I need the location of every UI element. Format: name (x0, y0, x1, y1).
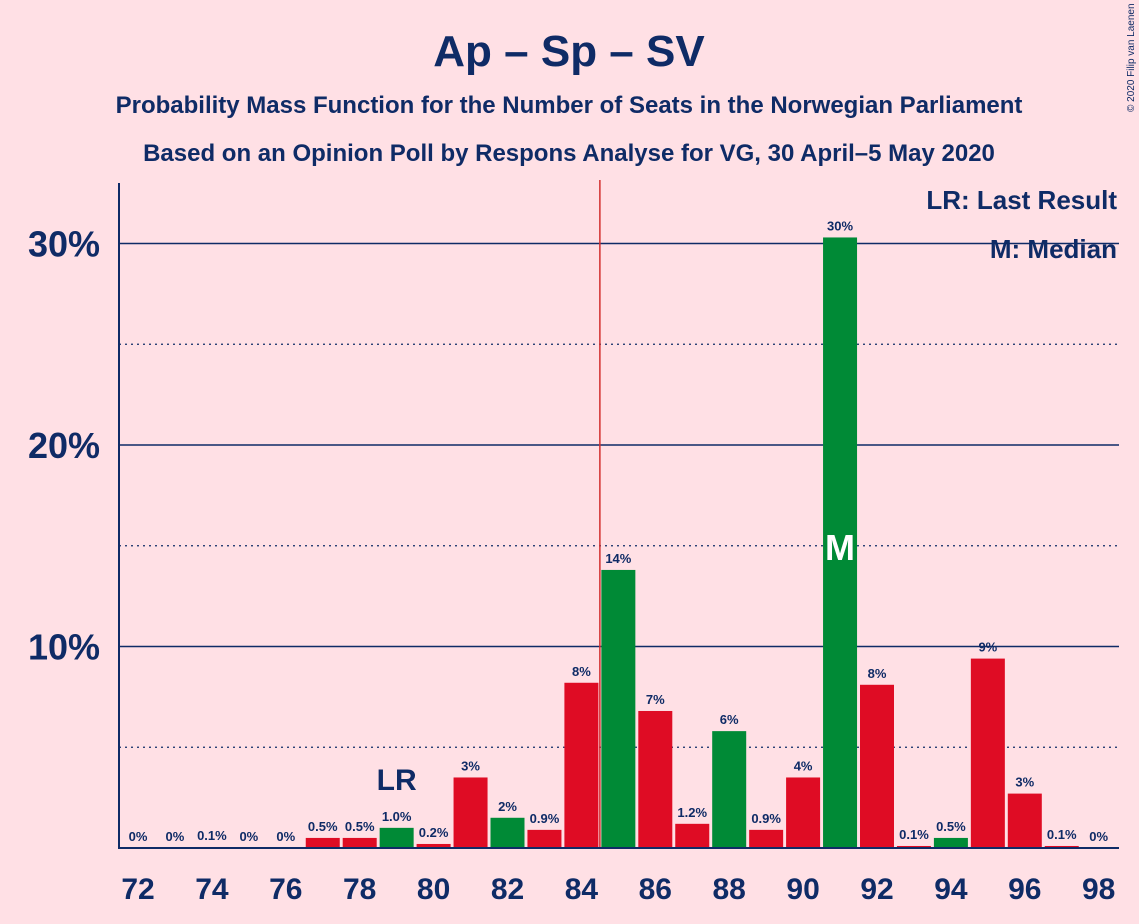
bar-seat-95 (970, 658, 1005, 848)
data-label-seat-92: 8% (868, 666, 887, 681)
data-label-seat-72: 0% (129, 829, 148, 844)
copyright-notice: © 2020 Filip van Laenen (1126, 3, 1137, 112)
bar-seat-92 (860, 684, 894, 848)
x-tick-label: 92 (860, 873, 893, 906)
bar-seat-90 (786, 777, 821, 848)
bar-seat-84 (564, 682, 599, 848)
bar-seat-91 (823, 237, 858, 848)
bar-seat-79 (379, 827, 414, 848)
data-label-seat-89: 0.9% (751, 811, 781, 826)
bar-seat-89 (749, 829, 784, 848)
bar-seat-96 (1007, 793, 1042, 848)
chart-subtitle-1: Probability Mass Function for the Number… (116, 92, 1023, 119)
data-label-seat-77: 0.5% (308, 819, 338, 834)
data-label-seat-98: 0% (1089, 829, 1108, 844)
bar-seat-80 (416, 843, 451, 848)
chart-subtitle-2: Based on an Opinion Poll by Respons Anal… (143, 140, 995, 167)
x-tick-label: 80 (417, 873, 450, 906)
x-tick-label: 84 (565, 873, 599, 906)
data-label-seat-86: 7% (646, 692, 665, 707)
bar-seat-82 (490, 817, 525, 848)
y-tick-label: 30% (28, 224, 100, 265)
bar-seat-81 (453, 777, 488, 848)
data-labels: 0% 0% 0.1% 0% 0% 0.5% 0.5% 1.0% 0.2% 3% 2% 0.9% 8% 14… (129, 218, 1109, 844)
data-label-seat-73: 0% (166, 829, 185, 844)
bar-seat-83 (527, 829, 562, 848)
bar-seat-85 (601, 569, 636, 848)
x-tick-label: 74 (195, 873, 229, 906)
data-label-seat-87: 1.2% (677, 805, 707, 820)
chart-title: Ap – Sp – SV (433, 27, 705, 76)
x-tick-label: 90 (786, 873, 819, 906)
legend-median: M: Median (990, 234, 1117, 264)
x-tick-label: 82 (491, 873, 524, 906)
data-label-seat-82: 2% (498, 799, 517, 814)
bars (194, 237, 1079, 848)
data-label-seat-95: 9% (978, 640, 997, 655)
data-label-seat-97: 0.1% (1047, 827, 1077, 842)
data-label-seat-80: 0.2% (419, 825, 449, 840)
data-label-seat-83: 0.9% (530, 811, 560, 826)
data-label-seat-81: 3% (461, 758, 480, 773)
x-tick-label: 94 (934, 873, 968, 906)
median-marker: M (825, 527, 855, 568)
bar-seat-78 (342, 837, 377, 848)
x-tick-label: 96 (1008, 873, 1041, 906)
data-label-seat-79: 1.0% (382, 809, 412, 824)
x-tick-label: 72 (121, 873, 154, 906)
data-label-seat-75: 0% (239, 829, 258, 844)
x-tick-label: 88 (713, 873, 746, 906)
x-tick-label: 98 (1082, 873, 1115, 906)
data-label-seat-91: 30% (827, 218, 853, 233)
bar-seat-86 (638, 710, 673, 848)
last-result-marker: LR (377, 764, 417, 797)
legend-last-result: LR: Last Result (926, 185, 1117, 215)
data-label-seat-74: 0.1% (197, 828, 227, 843)
data-label-seat-85: 14% (605, 551, 631, 566)
data-label-seat-96: 3% (1015, 775, 1034, 790)
x-tick-label: 86 (639, 873, 672, 906)
bar-seat-93 (896, 845, 931, 848)
data-label-seat-90: 4% (794, 758, 813, 773)
data-label-seat-88: 6% (720, 712, 739, 727)
y-tick-label: 20% (28, 425, 100, 466)
data-label-seat-84: 8% (572, 664, 591, 679)
bar-seat-77 (305, 837, 340, 848)
x-tick-label: 78 (343, 873, 376, 906)
data-label-seat-94: 0.5% (936, 819, 966, 834)
data-label-seat-78: 0.5% (345, 819, 375, 834)
data-label-seat-93: 0.1% (899, 827, 929, 842)
bar-seat-97 (1044, 845, 1079, 848)
bar-seat-87 (675, 823, 710, 848)
x-tick-label: 76 (269, 873, 302, 906)
bar-seat-88 (712, 731, 747, 848)
data-label-seat-76: 0% (276, 829, 295, 844)
markers: LR M (377, 527, 855, 797)
y-tick-label: 10% (28, 627, 100, 668)
axes: 10% 20% 30% 72 74 76 78 80 82 84 86 88 90 92 94 96 98 (28, 183, 1119, 906)
bar-seat-94 (933, 837, 968, 848)
